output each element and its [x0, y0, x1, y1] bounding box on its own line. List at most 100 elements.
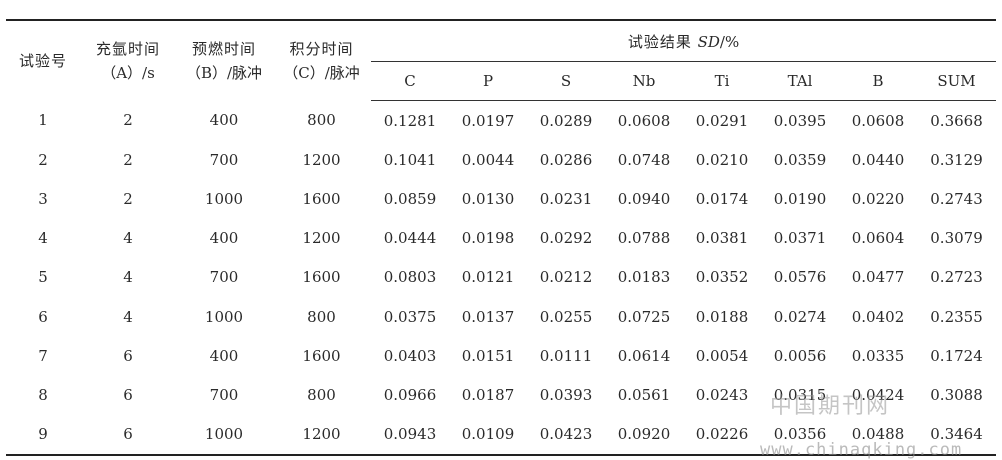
table-cell: 0.0395 — [773, 111, 827, 130]
header-element-s: S — [527, 61, 605, 101]
header-results-unit: /% — [719, 32, 740, 51]
table-cell: 0.0130 — [461, 189, 515, 208]
table-cell: 0.0608 — [851, 111, 905, 130]
table-cell: 0.0137 — [461, 307, 515, 326]
table-cell: 0.3668 — [930, 111, 983, 130]
header-element-p: P — [449, 61, 527, 101]
table-cell: 6 — [123, 385, 133, 404]
table-cell: 2 — [123, 111, 133, 130]
header-row-2: C P S Nb Ti TAl B SUM — [6, 61, 997, 101]
table-row: 3 2 1000 1600 0.0859 0.0130 0.0231 0.0940 0.0174… — [6, 179, 996, 218]
table-cell: 0.0359 — [773, 150, 827, 169]
table-cell: 0.0402 — [851, 307, 905, 326]
table-cell: 0.2743 — [930, 189, 983, 208]
header-preburn-time: 预燃时间 （B）/脉冲 — [176, 20, 272, 101]
table-cell: 0.0243 — [695, 385, 749, 404]
header-integration-time: 积分时间 （C）/脉冲 — [272, 20, 371, 101]
header-results-label: 试验结果 — [627, 32, 698, 51]
table-cell: 0.0291 — [695, 111, 749, 130]
table-cell: 9 — [38, 425, 48, 444]
header-element-sum: SUM — [917, 61, 997, 101]
table-cell: 0.3088 — [930, 385, 983, 404]
table-cell: 1600 — [302, 268, 341, 287]
table-cell: 6 — [123, 425, 133, 444]
header-element-b: B — [839, 61, 917, 101]
table-cell: 0.0440 — [851, 150, 905, 169]
table-cell: 0.0614 — [617, 346, 671, 365]
table-cell: 0.0054 — [695, 346, 749, 365]
table-cell: 800 — [307, 385, 336, 404]
table-cell: 0.0111 — [539, 346, 593, 365]
header-results-sd: SD — [697, 32, 720, 51]
table-cell: 5 — [38, 268, 48, 287]
header-element-ti: Ti — [683, 61, 761, 101]
header-preburn-label: 预燃时间 — [191, 39, 256, 58]
table-cell: 0.0488 — [851, 425, 905, 444]
table-cell: 0.0371 — [773, 229, 827, 248]
table-cell: 1000 — [204, 307, 244, 326]
header-element-nb: Nb — [605, 61, 683, 101]
table-cell: 0.0174 — [695, 189, 749, 208]
table-cell: 700 — [209, 150, 239, 169]
table-cell: 1600 — [302, 189, 341, 208]
table-cell: 0.3079 — [930, 229, 983, 248]
table-cell: 0.0187 — [461, 385, 515, 404]
table-cell: 0.0966 — [383, 385, 437, 404]
table-cell: 0.0109 — [461, 425, 515, 444]
table-cell: 0.0289 — [539, 111, 593, 130]
table-cell: 6 — [123, 346, 133, 365]
table-cell: 0.2355 — [930, 307, 983, 326]
table-cell: 1000 — [204, 189, 244, 208]
table-cell: 700 — [209, 385, 239, 404]
header-argon-time: 充氩时间 （A）/s — [80, 20, 176, 101]
table-cell: 1200 — [302, 150, 341, 169]
table-cell: 0.0561 — [617, 385, 671, 404]
table-cell: 1000 — [204, 425, 244, 444]
table-cell: 1 — [38, 111, 48, 130]
table-cell: 0.0803 — [383, 268, 437, 287]
table-cell: 0.0444 — [383, 229, 437, 248]
table-cell: 2 — [123, 189, 133, 208]
table-cell: 400 — [209, 346, 239, 365]
table-cell: 400 — [209, 229, 239, 248]
table-cell: 0.0608 — [617, 111, 671, 130]
table-cell: 2 — [123, 150, 133, 169]
table-cell: 7 — [38, 346, 48, 365]
table-cell: 4 — [123, 268, 133, 287]
header-preburn-unit: （B）/脉冲 — [185, 63, 263, 82]
table-row: 2 2 700 1200 0.1041 0.0044 0.0286 0.0748 0.0210 0… — [6, 140, 996, 179]
table-cell: 0.0859 — [383, 189, 437, 208]
table-cell: 0.3129 — [930, 150, 983, 169]
header-trial: 试验号 — [18, 52, 67, 71]
table-cell: 0.1041 — [383, 150, 437, 169]
table-header: 试验号 充氩时间 （A）/s 预燃时间 （B）/脉冲 积分时间 （C）/脉冲 试… — [6, 20, 997, 101]
table-body: 1 2 400 800 0.1281 0.0197 0.0289 0.0608 0.0291 0.… — [6, 101, 997, 455]
table-cell: 0.0212 — [539, 268, 593, 287]
table-cell: 800 — [307, 307, 336, 326]
table-cell: 0.0604 — [851, 229, 905, 248]
header-argon-label: 充氩时间 — [95, 39, 160, 58]
table-cell: 0.0231 — [539, 189, 593, 208]
table-cell: 400 — [209, 111, 239, 130]
table-row: 8 6 700 800 0.0966 0.0187 0.0393 0.0561 0.0243 0.… — [6, 375, 996, 414]
table-row: 7 6 400 1600 0.0403 0.0151 0.0111 0.0614 0.0054 0… — [6, 336, 996, 375]
table-cell: 0.0940 — [617, 189, 671, 208]
table-cell: 0.0356 — [773, 425, 827, 444]
table-row: 6 4 1000 800 0.0375 0.0137 0.0255 0.0725 0.0188 0… — [6, 297, 996, 336]
table-cell: 0.1724 — [930, 346, 983, 365]
table-cell: 4 — [38, 229, 48, 248]
table-cell: 0.0920 — [617, 425, 671, 444]
table-row: 9 6 1000 1200 0.0943 0.0109 0.0423 0.0920 0.0226… — [6, 415, 997, 455]
table-cell: 1200 — [302, 229, 341, 248]
table-cell: 0.0255 — [539, 307, 593, 326]
table-cell: 1200 — [302, 425, 341, 444]
table-cell: 800 — [307, 111, 336, 130]
header-integration-unit: （C）/脉冲 — [283, 63, 360, 82]
table-cell: 0.0725 — [617, 307, 671, 326]
header-element-tal: TAl — [761, 61, 839, 101]
table-cell: 0.0292 — [539, 229, 593, 248]
table-cell: 0.0381 — [695, 229, 749, 248]
table-cell: 0.0226 — [695, 425, 749, 444]
table-cell: 0.0352 — [695, 268, 749, 287]
table-cell: 3 — [38, 189, 48, 208]
